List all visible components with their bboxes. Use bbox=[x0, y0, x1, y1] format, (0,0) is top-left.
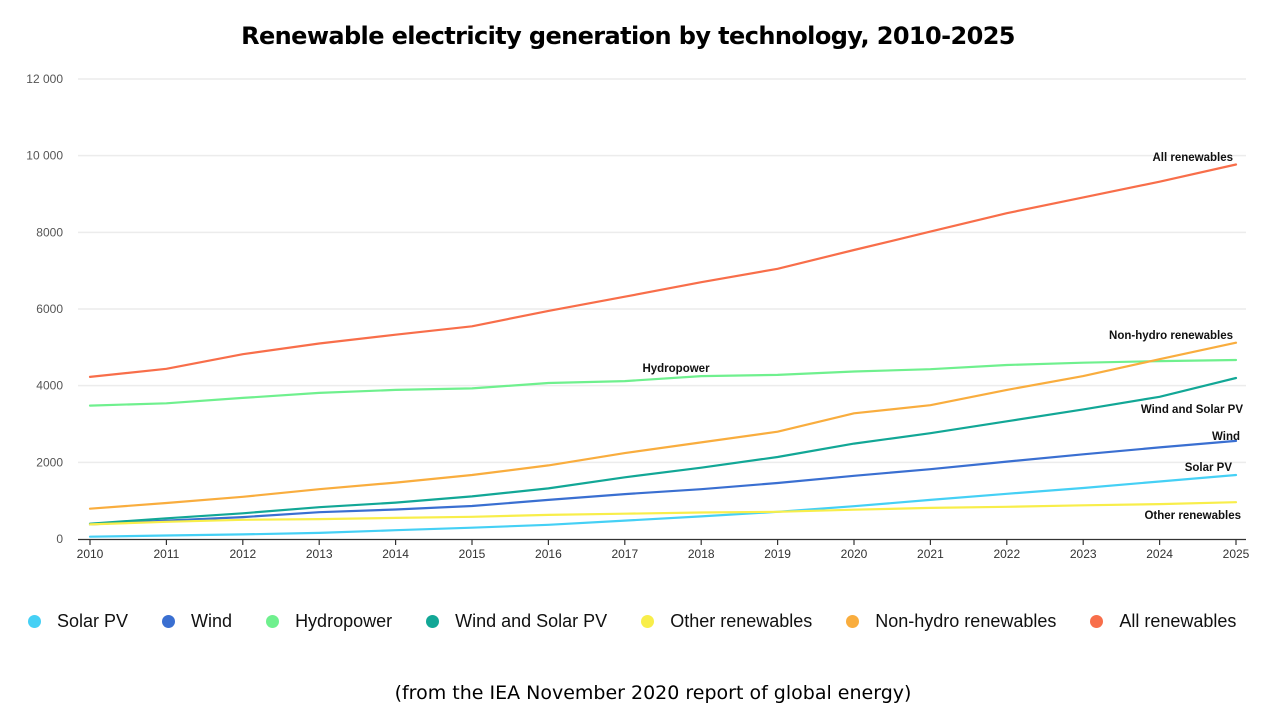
legend-marker-icon bbox=[162, 615, 176, 628]
x-tick-label: 2012 bbox=[229, 547, 256, 561]
legend-marker-icon bbox=[846, 615, 860, 628]
legend-item-other-renewables[interactable]: Other renewables bbox=[641, 611, 812, 632]
series-label-other-renewables: Other renewables bbox=[1144, 510, 1241, 522]
x-tick-label: 2019 bbox=[764, 547, 791, 561]
x-tick-label: 2020 bbox=[841, 547, 868, 561]
legend-item-non-hydro-renewables[interactable]: Non-hydro renewables bbox=[846, 611, 1056, 632]
legend-marker-icon bbox=[426, 615, 440, 628]
series-label-solar-pv: Solar PV bbox=[1185, 462, 1233, 474]
legend: Solar PV Wind Hydropower Wind and Solar PV O… bbox=[28, 611, 1236, 632]
legend-label: Non-hydro renewables bbox=[875, 611, 1057, 631]
series-label-wind-and-solar-pv: Wind and Solar PV bbox=[1141, 404, 1243, 416]
y-axis: 0 2000 4000 6000 8000 10 000 12 000 bbox=[26, 72, 63, 546]
series-label-wind: Wind bbox=[1212, 431, 1240, 443]
series-lines bbox=[88, 163, 1238, 538]
legend-marker-icon bbox=[266, 615, 280, 628]
y-tick-label: 6000 bbox=[36, 302, 63, 316]
legend-marker-icon bbox=[1090, 615, 1104, 628]
x-tick-label: 2010 bbox=[77, 547, 104, 561]
x-tick-label: 2022 bbox=[993, 547, 1020, 561]
x-tick-label: 2025 bbox=[1223, 547, 1250, 561]
series-line-wind-and-solar-pv bbox=[88, 376, 1238, 525]
y-tick-label: 10 000 bbox=[26, 149, 63, 163]
x-tick-label: 2018 bbox=[688, 547, 715, 561]
legend-item-wind-and-solar-pv[interactable]: Wind and Solar PV bbox=[426, 611, 607, 632]
y-tick-label: 4000 bbox=[36, 379, 63, 393]
y-tick-label: 8000 bbox=[36, 225, 63, 239]
gridlines bbox=[78, 78, 1246, 464]
x-tick-label: 2011 bbox=[153, 547, 179, 561]
legend-marker-icon bbox=[28, 615, 41, 628]
x-tick-label: 2024 bbox=[1146, 547, 1173, 561]
series-line-solar-pv bbox=[88, 473, 1238, 538]
x-tick-label: 2017 bbox=[611, 547, 638, 561]
series-line-other-renewables bbox=[88, 501, 1238, 526]
x-tick-label: 2016 bbox=[535, 547, 562, 561]
legend-label: Solar PV bbox=[57, 611, 129, 631]
y-tick-label: 0 bbox=[56, 532, 63, 546]
legend-label: Wind bbox=[191, 611, 233, 631]
series-line-non-hydro-renewables bbox=[88, 341, 1238, 510]
series-label-non-hydro-renewables: Non-hydro renewables bbox=[1109, 330, 1233, 342]
legend-label: All renewables bbox=[1119, 611, 1237, 631]
chart-title: Renewable electricity generation by tech… bbox=[241, 22, 1015, 50]
legend-label: Other renewables bbox=[670, 611, 813, 631]
legend-item-solar-pv[interactable]: Solar PV bbox=[28, 611, 128, 632]
legend-marker-icon bbox=[641, 615, 655, 628]
legend-item-all-renewables[interactable]: All renewables bbox=[1090, 611, 1236, 632]
legend-item-hydropower[interactable]: Hydropower bbox=[266, 611, 392, 632]
x-tick-label: 2013 bbox=[306, 547, 333, 561]
x-tick-label: 2015 bbox=[459, 547, 486, 561]
legend-label: Wind and Solar PV bbox=[455, 611, 608, 631]
legend-label: Hydropower bbox=[295, 611, 393, 631]
x-tick-label: 2014 bbox=[382, 547, 409, 561]
series-labels: Solar PV Wind Hydropower Wind and Solar PV O… bbox=[642, 152, 1243, 522]
y-tick-label: 12 000 bbox=[26, 72, 63, 86]
y-tick-label: 2000 bbox=[36, 455, 63, 469]
x-axis: 2010 2011 2012 2013 2014 2015 2016 2017 2018 2019… bbox=[77, 538, 1250, 561]
legend-item-wind[interactable]: Wind bbox=[162, 611, 232, 632]
x-tick-label: 2023 bbox=[1070, 547, 1097, 561]
series-label-all-renewables: All renewables bbox=[1152, 152, 1233, 164]
source-note: (from the IEA November 2020 report of gl… bbox=[394, 682, 912, 704]
series-line-all-renewables bbox=[88, 163, 1238, 378]
series-line-hydropower bbox=[88, 358, 1238, 407]
series-line-wind bbox=[88, 439, 1238, 526]
series-label-hydropower: Hydropower bbox=[642, 363, 710, 375]
x-tick-label: 2021 bbox=[917, 547, 944, 561]
